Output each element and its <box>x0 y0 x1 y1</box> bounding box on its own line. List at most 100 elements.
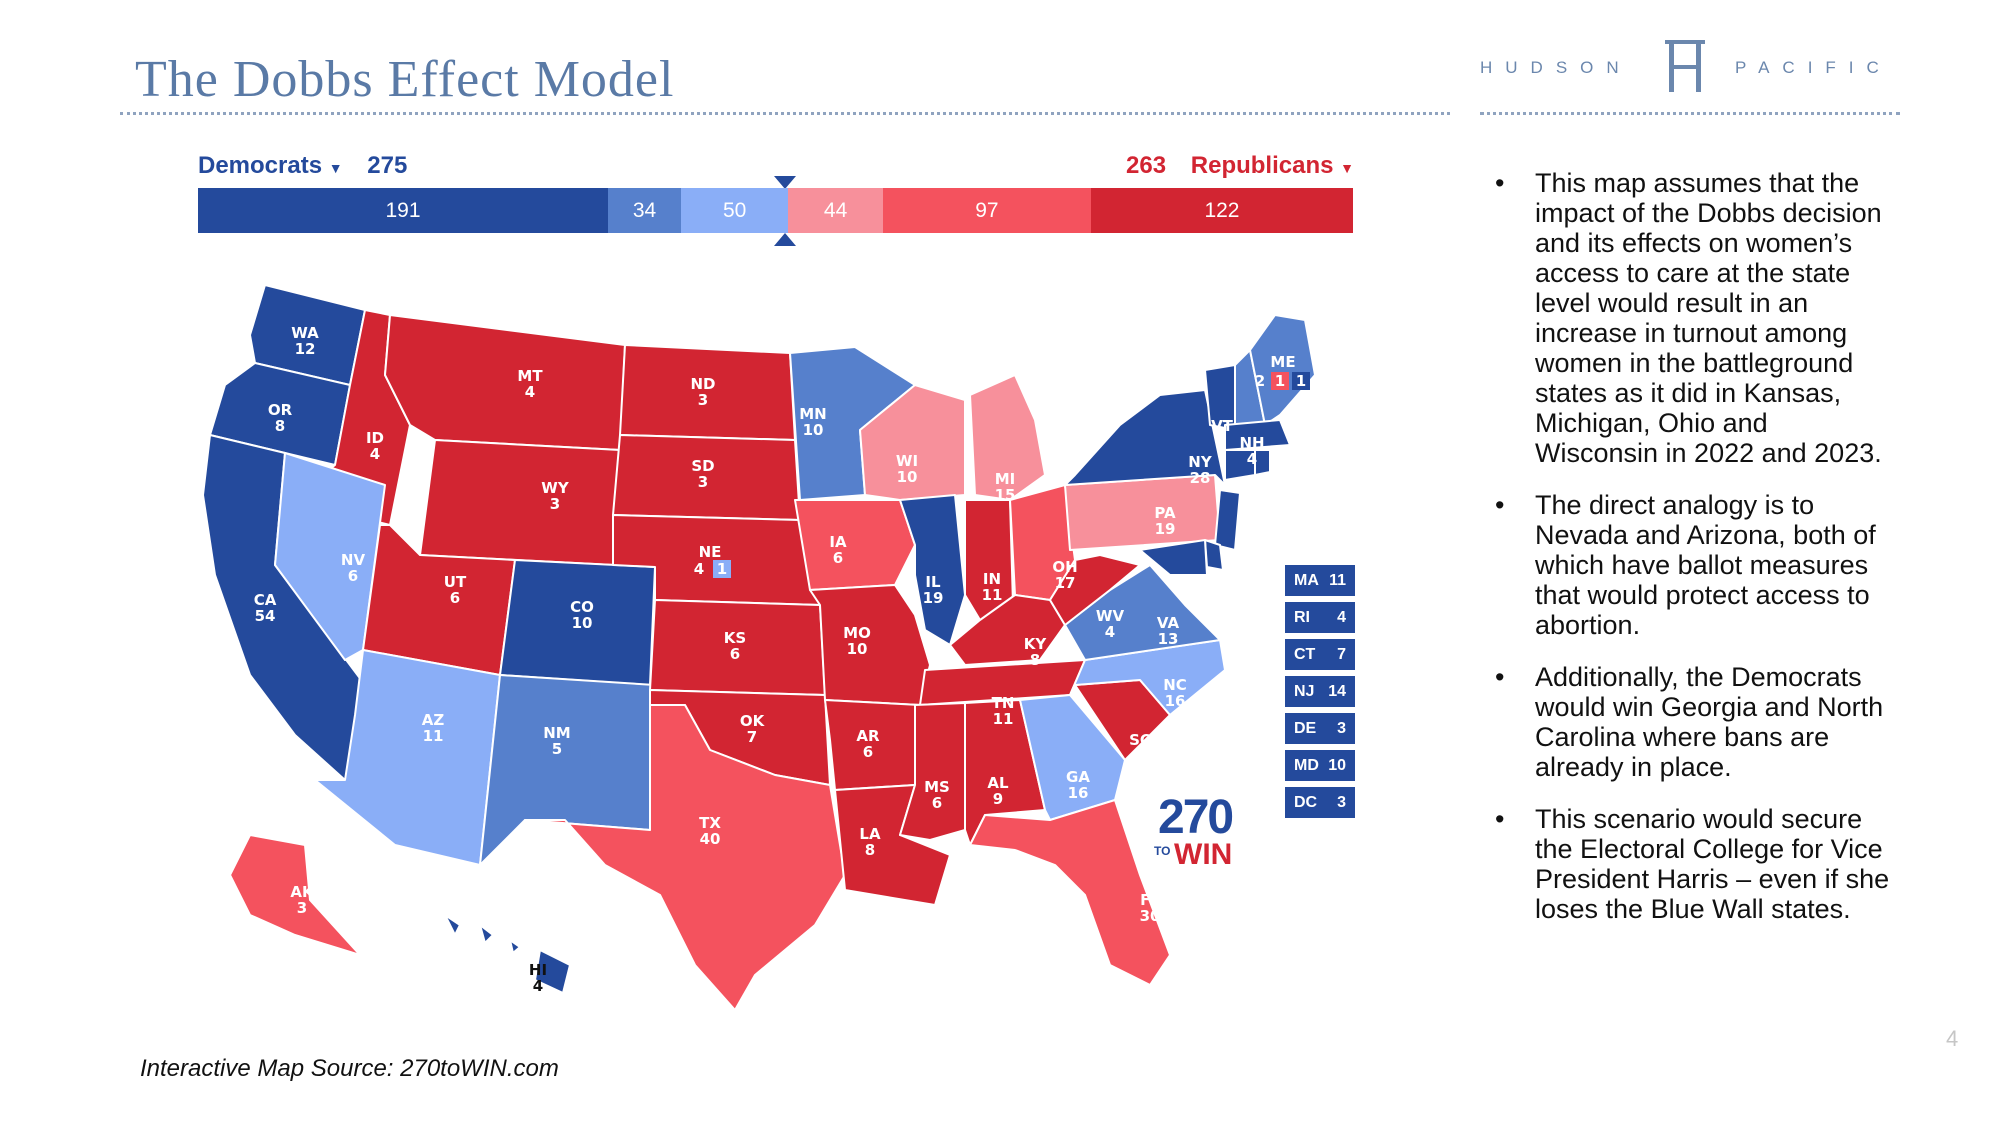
ne-box-label: DE <box>1294 719 1317 737</box>
ev-segment-rep-likely[interactable]: 97 <box>882 188 1092 233</box>
ev-segment-dem-solid[interactable]: 191 <box>198 188 609 233</box>
state-label-ms: MS <box>924 778 950 796</box>
svg-text:NH4: NH 4 <box>1239 434 1264 468</box>
state-label-fl: FL <box>1140 891 1160 909</box>
svg-text:SC9: SC 9 <box>1129 731 1151 765</box>
state-ak[interactable] <box>229 834 361 956</box>
state-label-al: AL <box>987 774 1009 792</box>
state-ny[interactable] <box>1064 389 1226 486</box>
svg-text:NM5: NM 5 <box>543 724 570 758</box>
us-electoral-map: WA 12 OR 8 CA 54 ID 4 NV 6 MT 4 WY 3 UT 6 AZ 11 C… <box>202 284 1316 1011</box>
state-ev-or: 8 <box>275 417 285 435</box>
list-item: • Additionally, the Democrats would win G… <box>1495 662 1895 782</box>
state-label-ak: AK <box>290 883 315 901</box>
state-il[interactable] <box>899 494 966 646</box>
state-mi[interactable] <box>969 374 1046 501</box>
democrats-total: 275 <box>367 152 408 179</box>
ev-segment-rep-lean[interactable]: 44 <box>788 188 883 233</box>
svg-text:ID4: ID 4 <box>366 429 384 463</box>
bullet-text: This scenario would secure the Electoral… <box>1535 804 1890 924</box>
state-md[interactable] <box>1139 539 1208 576</box>
svg-text:AK3: AK 3 <box>290 883 315 917</box>
svg-text:LA8: LA 8 <box>859 825 881 859</box>
state-ev-tx: 40 <box>700 830 721 848</box>
ne-box-label: RI <box>1294 608 1310 626</box>
state-ev-mi: 15 <box>995 486 1016 504</box>
state-label-id: ID <box>366 429 384 447</box>
state-wy[interactable] <box>419 439 621 566</box>
state-wv[interactable] <box>1049 554 1141 626</box>
state-tx[interactable] <box>524 704 846 1011</box>
state-label-mt: MT <box>517 367 543 385</box>
state-ky[interactable] <box>949 594 1066 666</box>
state-label-ut: UT <box>444 573 467 591</box>
ne-box-dc[interactable]: DC 3 <box>1285 787 1355 818</box>
svg-text:NV6: NV 6 <box>341 551 366 585</box>
ne-box-de[interactable]: DE 3 <box>1285 713 1355 744</box>
state-label-az: AZ <box>422 711 445 729</box>
270towin-logo: 270 TO WIN <box>1150 790 1234 885</box>
ne-box-ev: 7 <box>1337 645 1346 663</box>
ev-segment-rep-solid[interactable]: 122 <box>1091 188 1353 233</box>
state-ev-nm: 5 <box>552 740 562 758</box>
logo-left-word: HUDSON <box>1480 58 1632 77</box>
state-fl[interactable] <box>969 799 1171 986</box>
state-nv[interactable] <box>274 452 386 661</box>
state-label-tn: TN <box>992 694 1015 712</box>
map-source-note: Interactive Map Source: 270toWIN.com <box>140 1055 559 1082</box>
ne-district-badge[interactable] <box>713 560 731 578</box>
ev-segment-dem-likely[interactable]: 34 <box>608 188 682 233</box>
ne-box-ma[interactable]: MA 11 <box>1285 565 1355 596</box>
ne-box-nj[interactable]: NJ 14 <box>1285 676 1355 707</box>
state-ev-ar: 6 <box>863 743 873 761</box>
state-ev-ks: 6 <box>730 645 740 663</box>
list-item: • This map assumes that the impact of the… <box>1495 168 1895 468</box>
me-district-1-badge[interactable] <box>1292 372 1310 390</box>
ev-segment-dem-lean[interactable]: 50 <box>681 188 789 233</box>
state-label-wa: WA <box>291 324 319 342</box>
state-ev-mo: 10 <box>847 640 868 658</box>
ne-box-label: MA <box>1294 571 1319 589</box>
state-label-ar: AR <box>856 727 880 745</box>
me-district-2-badge[interactable] <box>1271 372 1289 390</box>
state-label-nh: NH <box>1239 434 1264 452</box>
ne-box-ev: 3 <box>1337 719 1346 737</box>
state-ev-in: 11 <box>982 586 1003 604</box>
republicans-header[interactable]: 263 Republicans ▼ <box>1126 152 1354 180</box>
ne-box-ri[interactable]: RI 4 <box>1285 602 1355 633</box>
ne-box-ev: 3 <box>1337 793 1346 811</box>
bullet-icon: • <box>1495 490 1505 520</box>
state-de[interactable] <box>1204 539 1224 571</box>
svg-text:ND3: ND 3 <box>690 375 715 409</box>
state-label-nd: ND <box>690 375 715 393</box>
state-hi[interactable] <box>444 914 571 994</box>
svg-text:SD3: SD 3 <box>691 457 714 491</box>
state-mo[interactable] <box>809 584 931 706</box>
ne-box-md[interactable]: MD 10 <box>1285 750 1355 781</box>
state-ev-il: 19 <box>923 589 944 607</box>
state-label-ky: KY <box>1024 635 1048 653</box>
svg-text:OK7: OK 7 <box>740 712 766 746</box>
state-ia[interactable] <box>794 499 916 591</box>
ne-box-label: DC <box>1294 793 1318 811</box>
state-nj[interactable] <box>1214 489 1241 551</box>
state-ma[interactable] <box>1224 419 1291 451</box>
state-ev-id: 4 <box>370 445 380 463</box>
ne-box-ct[interactable]: CT 7 <box>1285 639 1355 670</box>
state-wi[interactable] <box>859 384 966 501</box>
state-label-oh: OH <box>1052 558 1077 576</box>
democrats-header[interactable]: Democrats ▼ 275 <box>198 152 407 180</box>
hudson-pacific-h-icon <box>1665 40 1705 92</box>
majority-marker-bottom-icon <box>774 233 796 246</box>
state-ri[interactable] <box>1254 449 1271 476</box>
state-label-ne: NE <box>699 543 722 561</box>
page-number: 4 <box>1946 1026 1959 1051</box>
state-mt[interactable] <box>384 314 626 451</box>
state-label-in: IN <box>983 570 1001 588</box>
